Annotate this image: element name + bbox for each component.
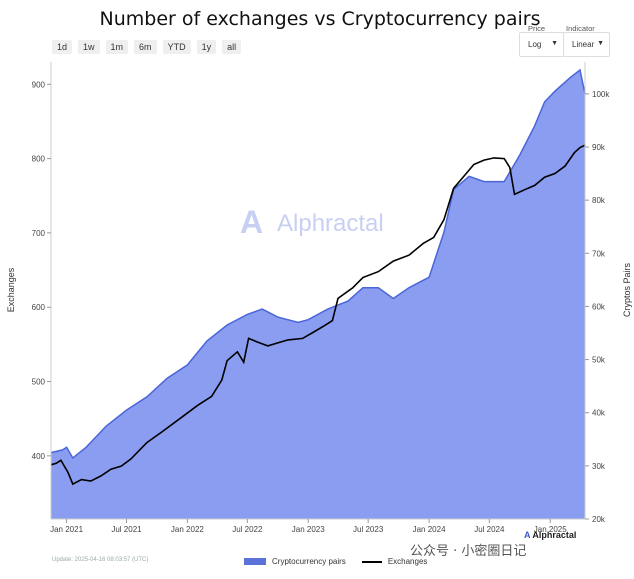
y-right-tick-label: 80k: [592, 196, 606, 205]
y-left-tick-label: 600: [32, 303, 46, 312]
x-tick-label: Jul 2021: [111, 525, 142, 534]
legend-label-exchanges[interactable]: Exchanges: [387, 557, 428, 566]
x-tick-label: Jan 2025: [534, 525, 567, 534]
y-right-tick-label: 90k: [592, 143, 606, 152]
indicator-scale-value: Linear: [572, 40, 595, 49]
y-left-tick-label: 700: [32, 229, 46, 238]
x-tick-label: Jul 2024: [474, 525, 505, 534]
legend-label-cryptocurrency-pairs[interactable]: Cryptocurrency pairs: [272, 557, 346, 566]
overlay-watermark-text: 公众号 · 小密圈日记: [410, 544, 527, 559]
price-label: Price: [528, 24, 546, 33]
range-button-ytd[interactable]: YTD: [162, 40, 191, 54]
range-button-1y[interactable]: 1y: [196, 40, 217, 54]
x-tick-label: Jul 2022: [232, 525, 263, 534]
price-scale-select[interactable]: Log ▼: [519, 32, 564, 57]
legend-swatch-cryptocurrency-pairs: [244, 558, 266, 565]
chart-title: Number of exchanges vs Cryptocurrency pa…: [99, 8, 541, 30]
chevron-down-icon: ▼: [551, 40, 558, 47]
range-button-all[interactable]: all: [222, 40, 242, 54]
y-right-tick-label: 50k: [592, 356, 606, 365]
series-area-edge-cryptocurrency-pairs: [50, 68, 586, 460]
alphractal-logo-icon: A: [524, 530, 531, 540]
brand-text: Alphractal: [532, 530, 577, 540]
range-button-1d[interactable]: 1d: [52, 40, 73, 54]
y-right-tick-label: 70k: [592, 249, 606, 258]
y-right-axis-title: Cryptos Pairs: [622, 262, 632, 317]
price-scale-value: Log: [528, 40, 542, 49]
y-left-tick-label: 900: [32, 80, 46, 89]
x-tick-label: Jul 2023: [353, 525, 384, 534]
legend: Cryptocurrency pairs Exchanges: [244, 557, 427, 566]
x-tick-label: Jan 2024: [413, 525, 446, 534]
legend-swatch-exchanges: [361, 560, 382, 563]
y-left-tick-label: 500: [32, 378, 46, 387]
y-left-axis-title: Exchanges: [6, 267, 16, 312]
y-left-tick-label: 800: [32, 155, 46, 164]
indicator-scale-select[interactable]: Linear ▼: [563, 32, 610, 57]
range-selector: 1d 1w 1m 6m YTD 1y all: [52, 40, 242, 54]
x-tick-label: Jan 2022: [171, 525, 204, 534]
y-right-tick-label: 20k: [592, 515, 606, 524]
range-button-1m[interactable]: 1m: [105, 40, 129, 54]
y-left-tick-label: 400: [32, 452, 46, 461]
series-area-cryptocurrency-pairs: [51, 70, 585, 519]
x-tick-label: Jan 2023: [292, 525, 325, 534]
update-timestamp: Update: 2025-04-16 08:03:57 (UTC): [52, 557, 149, 563]
brand-mark: A Alphractal: [524, 530, 576, 540]
indicator-label: Indicator: [566, 24, 595, 33]
y-right-tick-label: 100k: [592, 90, 610, 99]
range-button-6m[interactable]: 6m: [134, 40, 157, 54]
watermark: A Alphractal: [240, 204, 384, 240]
x-tick-label: Jan 2021: [50, 525, 83, 534]
chart-svg: A Alphractal 400 500 600 700 800 900 20k 30k 40k…: [6, 62, 632, 534]
series-line-exchanges: [50, 144, 586, 486]
watermark-text: Alphractal: [277, 210, 384, 237]
y-right-tick-label: 40k: [592, 409, 606, 418]
range-button-1w[interactable]: 1w: [78, 40, 100, 54]
watermark-logo-icon: A: [240, 204, 263, 240]
chevron-down-icon: ▼: [597, 40, 604, 47]
y-right-tick-label: 30k: [592, 462, 606, 471]
y-right-tick-label: 60k: [592, 302, 606, 311]
